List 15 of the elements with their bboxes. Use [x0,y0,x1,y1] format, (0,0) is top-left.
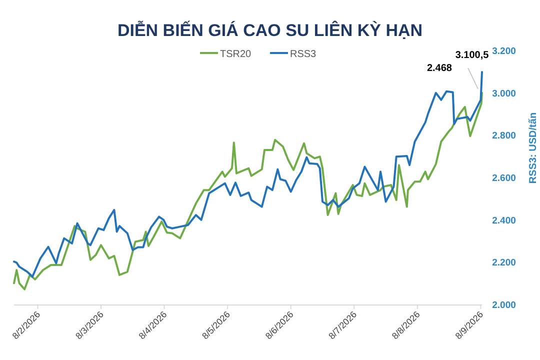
y-tick-label: 2.400 [492,215,516,226]
annotation: 3.100,5 [455,50,490,62]
line-series [13,71,483,278]
legend-label: RSS3 [290,49,317,60]
legend-label: TSR20 [220,49,252,60]
line-series [13,92,483,290]
y-tick-label: 2.000 [492,300,516,311]
chart-title: DIỄN BIẾN GIÁ CAO SU LIÊN KỲ HẠN [117,20,423,40]
y-tick-label: 3.200 [492,46,516,57]
y-tick-label: 2.600 [492,173,516,184]
annotation: 2.468 [426,62,452,74]
y-tick-label: 2.200 [492,258,516,269]
y-axis-title: RSS3: USD/tấn [528,112,539,184]
y-tick-label: 3.000 [492,88,516,100]
y-tick-label: 2.800 [492,130,516,142]
